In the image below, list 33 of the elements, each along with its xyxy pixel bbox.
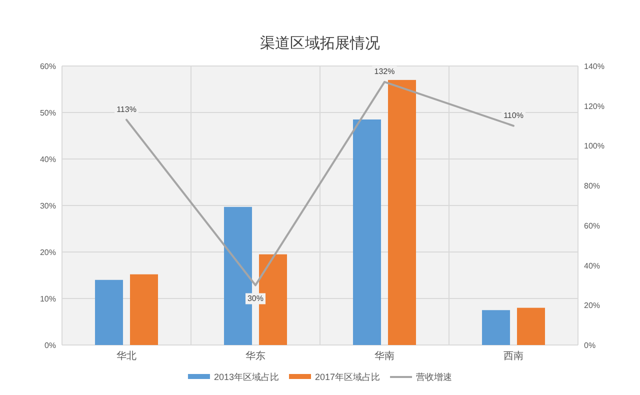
y-tick-label: 10%: [40, 294, 56, 304]
y-tick-label: 20%: [40, 248, 56, 257]
y-tick-label: 60%: [40, 62, 56, 71]
y-tick-label: 0%: [44, 341, 56, 350]
y2-tick-label: 60%: [584, 221, 600, 230]
y2-tick-label: 100%: [584, 142, 604, 151]
data-label: 110%: [504, 110, 524, 120]
bar: [95, 280, 123, 345]
y2-tick-label: 40%: [584, 261, 600, 270]
bar: [482, 310, 510, 345]
y2-tick-label: 140%: [584, 62, 604, 71]
y2-tick-label: 80%: [584, 182, 600, 191]
legend-label: 2017年区域占比: [315, 372, 380, 382]
y-tick-label: 50%: [40, 108, 56, 118]
x-tick-label: 华南: [374, 350, 394, 362]
x-tick-label: 华东: [246, 350, 266, 362]
bar: [388, 80, 416, 345]
y2-tick-label: 20%: [584, 301, 600, 310]
x-tick-label: 华北: [116, 350, 136, 362]
data-label: 30%: [247, 294, 264, 304]
y2-tick-label: 0%: [584, 341, 596, 350]
legend-label: 营收增速: [416, 372, 452, 382]
legend-label: 2013年区域占比: [214, 372, 279, 382]
bar: [353, 119, 381, 345]
bar: [517, 308, 545, 345]
bar: [130, 274, 158, 345]
x-tick-label: 西南: [504, 350, 524, 362]
data-label: 113%: [116, 104, 136, 114]
y-tick-label: 40%: [40, 155, 56, 164]
y2-tick-label: 120%: [584, 102, 604, 111]
data-label: 132%: [374, 66, 395, 76]
chart-title: 渠道区域拓展情况: [260, 35, 380, 52]
y-tick-label: 30%: [40, 202, 56, 210]
